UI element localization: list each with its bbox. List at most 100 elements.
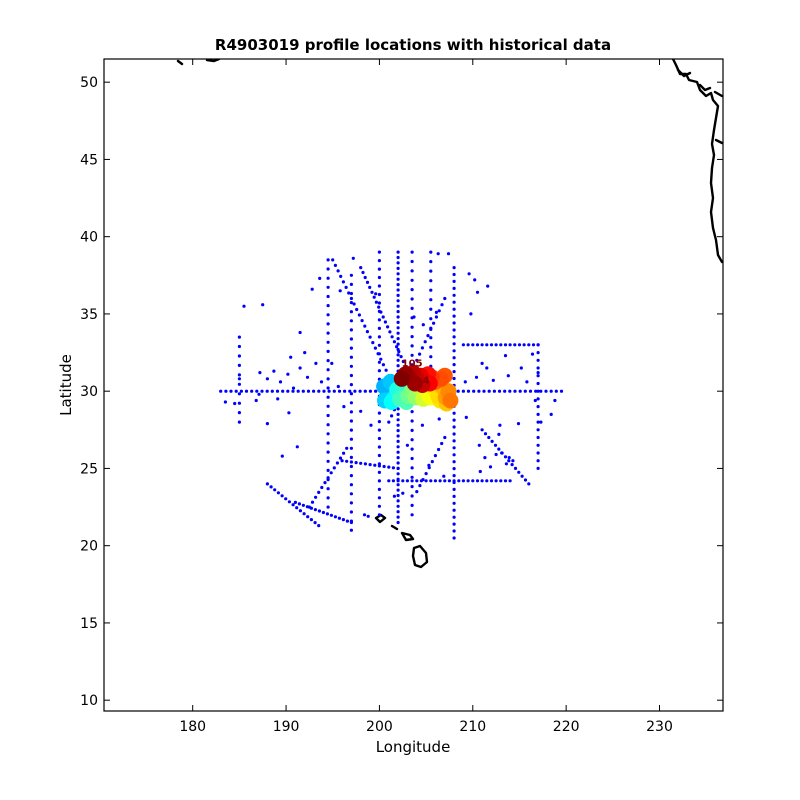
historical-data-point [452,432,456,436]
coastline-north-america-islands [676,68,723,145]
historical-data-point [278,380,283,384]
historical-data-point [377,369,381,373]
historical-data-point [237,382,241,386]
historical-data-point [377,453,381,458]
historical-data-point [461,479,465,483]
historical-data-point [452,335,456,339]
historical-data-point [452,376,456,381]
historical-data-point [491,378,495,382]
historical-data-point [553,398,557,403]
historical-data-point [536,397,540,401]
historical-data-point [373,346,377,350]
historical-data-point [418,352,422,356]
historical-data-point [508,479,512,483]
historical-data-point [452,356,456,360]
historical-data-point [429,307,433,311]
historical-data-point [452,494,456,498]
historical-data-point [396,283,400,287]
historical-data-point [418,484,422,488]
float-profile-point [393,370,410,387]
historical-data-point [365,330,369,334]
historical-data-point [349,528,353,532]
historical-data-point [349,474,353,478]
historical-data-point [536,351,540,355]
historical-data-point [410,479,414,483]
historical-data-point [410,428,414,432]
historical-data-point [396,479,400,483]
historical-data-point [461,389,465,393]
historical-data-point [326,285,330,289]
historical-data-point [396,412,400,416]
historical-data-point [396,353,400,357]
historical-data-point [410,503,414,507]
historical-data-point [452,321,456,325]
historical-data-point [351,256,355,260]
historical-data-point [341,518,345,522]
historical-data-point [503,389,507,393]
historical-data-point [377,292,381,297]
historical-data-point [326,349,330,353]
historical-data-point [415,490,419,494]
historical-data-point [452,418,456,422]
historical-data-point [494,452,498,457]
historical-data-point [388,330,392,334]
historical-data-point [270,389,274,393]
profile-number-label: 4 [423,375,430,386]
historical-data-point [536,420,540,424]
y-tick-label: 10 [80,693,98,709]
historical-data-point [410,278,414,282]
historical-data-point [326,432,330,436]
historical-data-point [349,464,353,469]
historical-data-point [317,389,321,393]
historical-data-point [379,357,383,361]
historical-data-point [265,389,269,393]
historical-data-point [497,389,502,393]
coastline-layer [176,59,723,569]
coastline-aleutian [176,59,221,66]
historical-data-point [313,521,317,525]
historical-data-point [429,336,433,340]
historical-data-point [471,479,475,483]
historical-data-point [309,518,313,522]
historical-data-point [339,274,343,278]
historical-data-point [396,499,400,503]
historical-data-point [326,322,330,326]
historical-data-point [349,355,353,359]
historical-data-point [396,429,400,433]
historical-data-point [432,321,436,325]
historical-data-point [405,479,409,483]
historical-data-point [410,259,414,264]
historical-data-point [368,463,372,467]
historical-data-point [349,319,353,323]
historical-data-point [396,407,400,411]
historical-data-point [429,288,433,292]
historical-data-point [258,371,262,375]
historical-data-point [489,479,494,483]
historical-data-point [452,307,456,311]
historical-data-point [519,366,523,370]
historical-data-point [349,455,353,459]
historical-data-point [355,307,359,312]
historical-data-point [322,389,326,393]
historical-data-point [310,287,314,291]
historical-data-point [469,312,473,316]
historical-data-point [424,479,428,483]
historical-data-point [536,374,540,378]
historical-data-point [265,377,269,381]
historical-data-point [396,423,400,427]
historical-data-point [244,389,249,393]
historical-data-point [396,358,400,362]
historical-data-point [429,279,433,283]
historical-data-point [517,470,521,474]
historical-data-point [387,420,391,424]
historical-data-point [341,280,345,284]
historical-data-point [461,343,465,347]
historical-data-point [480,361,484,365]
float-profile-point [442,392,459,409]
historical-data-point [533,398,537,403]
historical-data-point [443,435,447,440]
historical-data-point [314,361,318,365]
historical-data-point [363,462,367,466]
historical-data-point [508,343,512,347]
